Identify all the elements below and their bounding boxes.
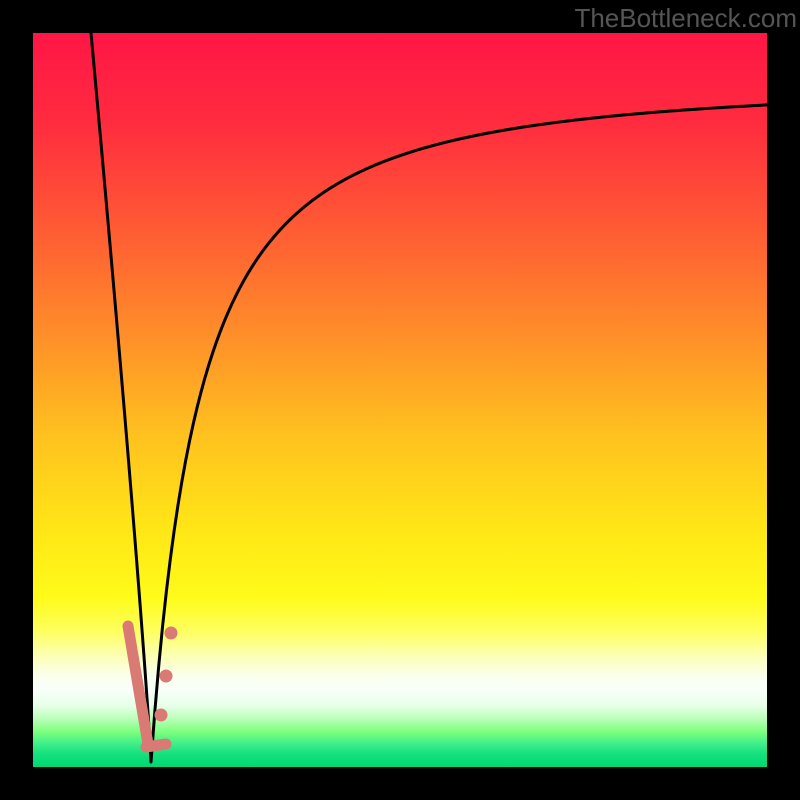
chart-frame: TheBottleneck.com (0, 0, 800, 800)
highlight-dot-1 (160, 670, 173, 683)
highlight-bottom-segment (146, 744, 166, 747)
bottleneck-curve (91, 33, 767, 762)
highlight-dot-0 (165, 627, 178, 640)
highlight-dot-2 (155, 709, 168, 722)
plot-area (33, 33, 767, 767)
chart-svg (33, 33, 767, 767)
watermark-text: TheBottleneck.com (574, 3, 797, 34)
